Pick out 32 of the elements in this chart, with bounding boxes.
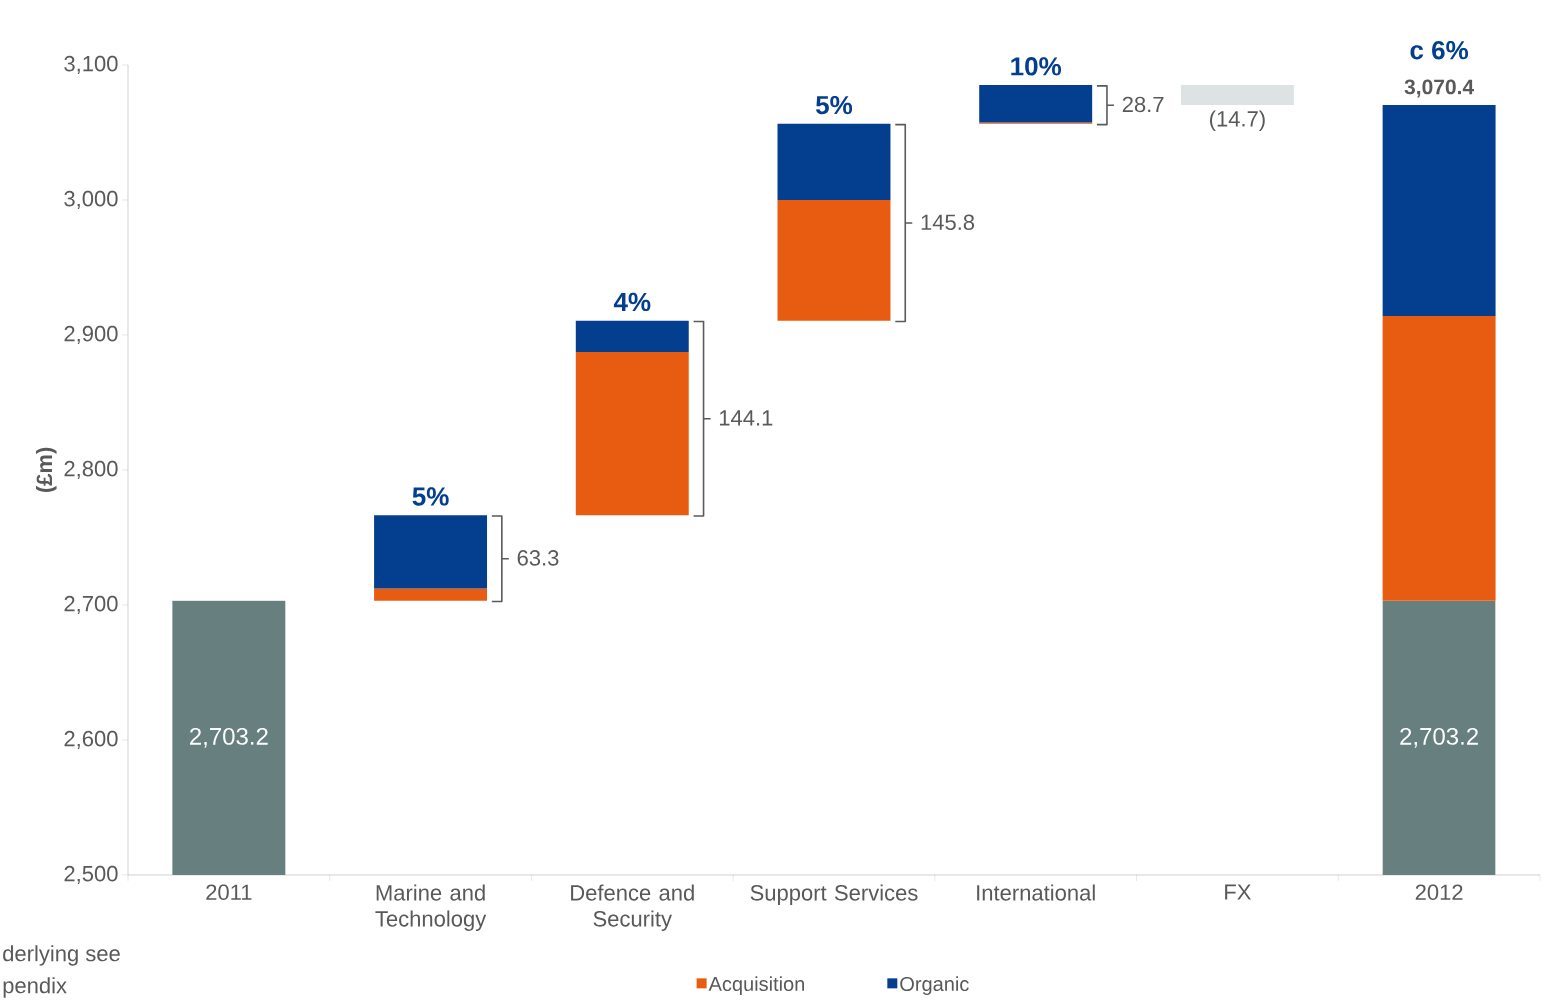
x-tick-label: Support Services [750,884,918,905]
y-axis-title: (£m) [36,447,57,493]
y-tick-label: 2,500 [64,865,118,885]
annotation: 145.8 [921,214,975,231]
data-label: 2,703.2 [190,727,268,748]
y-tick-label: 3,000 [64,190,118,210]
y-tick-label: 2,800 [64,460,118,480]
x-tick-label: International [977,884,1095,901]
text: pendix [3,977,67,998]
data-label: 2,703.2 [1400,727,1478,748]
annotation: 28.7 [1122,96,1164,113]
y-tick-label: 2,900 [64,325,118,345]
annotation: 10% [1011,57,1062,76]
x-tick-label: 2011 [206,884,252,901]
legend-label: Organic [900,976,969,995]
x-tick-label: 2012 [1415,884,1463,901]
text: derlying see [3,945,120,966]
annotation: 63.3 [517,550,559,566]
annotation: c 6% [1410,40,1469,60]
annotation: 4% [613,292,651,312]
y-tick-label: 2,700 [64,595,118,615]
y-tick-label: 3,100 [64,55,118,75]
legend-label: Acquisition [708,976,804,995]
annotation: 5% [815,95,853,115]
x-tick-label: FX [1225,884,1251,900]
data-label: (14.7) [1210,110,1265,131]
x-tick-label: Defence and Security [571,884,694,931]
y-tick-label: 2,600 [64,730,118,750]
annotation: 5% [412,487,449,506]
annotation: 144.1 [719,410,773,426]
annotation: 3,070.4 [1404,79,1475,98]
x-tick-label: Marine and Technology [375,884,487,931]
